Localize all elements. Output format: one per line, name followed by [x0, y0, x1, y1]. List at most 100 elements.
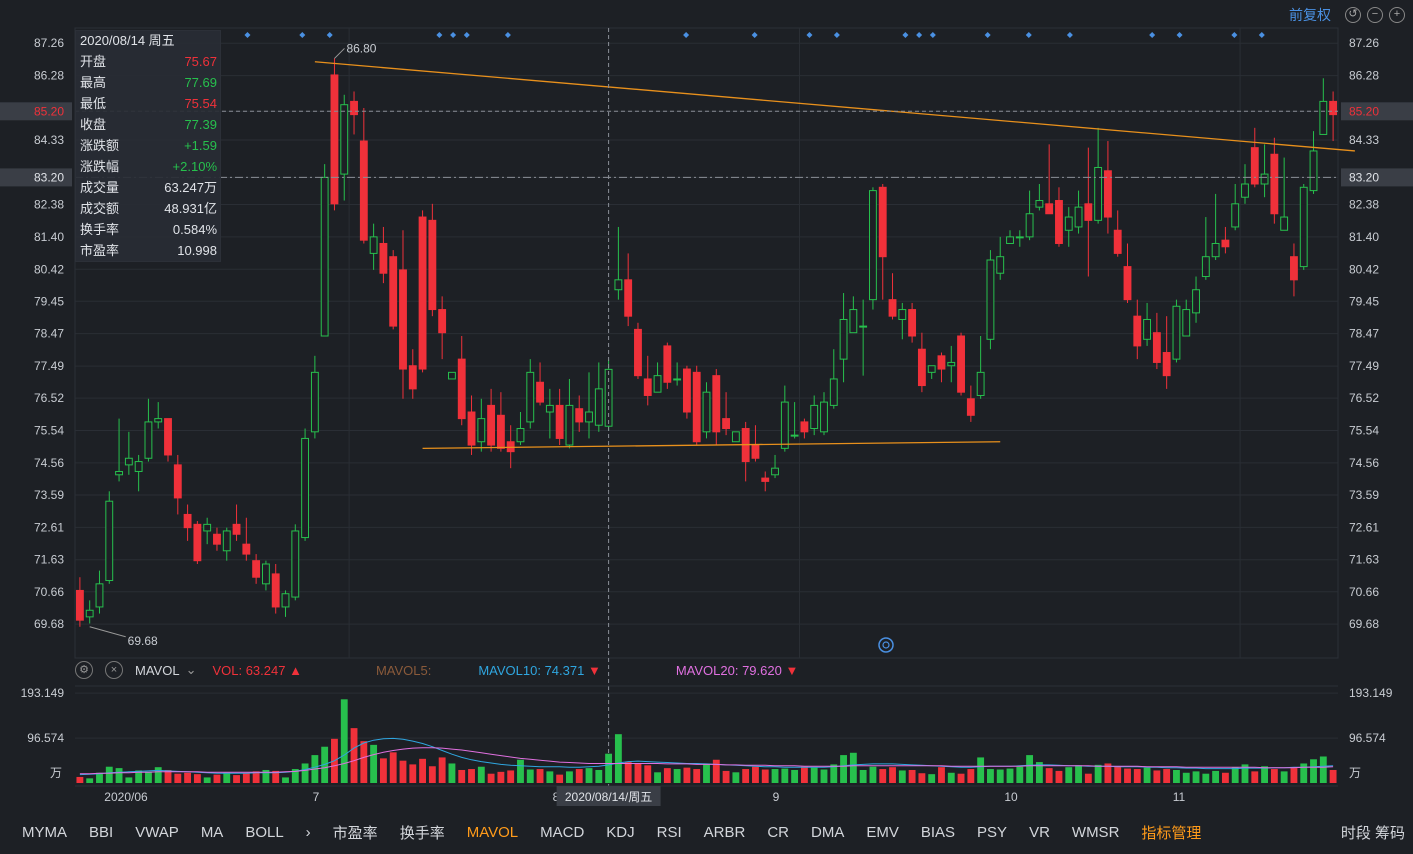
- event-diamond: [751, 32, 758, 38]
- event-diamond: [1231, 32, 1238, 38]
- vol-bar: [242, 773, 250, 783]
- crosshair-date: 2020/08/14/周五: [565, 790, 652, 804]
- candle-body: [448, 371, 456, 380]
- y-tick-left: 86.28: [34, 69, 64, 83]
- vol-bar: [957, 773, 965, 783]
- tab-18[interactable]: VR: [1029, 823, 1050, 841]
- candle-body: [810, 404, 819, 430]
- indicator-name[interactable]: MAVOL: [135, 662, 180, 678]
- tab-6[interactable]: 市盈率: [332, 824, 378, 842]
- candle-body: [261, 563, 270, 585]
- vol-bar: [213, 774, 221, 783]
- price-tag-right: [1341, 102, 1413, 121]
- candle-body: [399, 269, 407, 370]
- vol-tick-right: 96.574: [1349, 731, 1386, 745]
- candle-body: [1045, 203, 1054, 215]
- tab-8[interactable]: MAVOL: [466, 823, 519, 841]
- candle-body: [1280, 216, 1289, 231]
- vol-bar: [301, 763, 309, 783]
- candle-body: [634, 328, 642, 377]
- vol-bar: [1202, 773, 1210, 783]
- candle-body: [1103, 170, 1112, 218]
- event-diamond: [1025, 32, 1032, 38]
- candle-body: [643, 378, 652, 396]
- candle-body: [849, 309, 858, 334]
- indicator-tabs: MYMA BBI VWAP MA BOLL › 市盈率 换手率 MAVOL MACD KDJ RSI A…: [0, 818, 1413, 846]
- candle-body: [213, 533, 221, 545]
- vol-bar: [781, 768, 789, 783]
- tab-17[interactable]: PSY: [977, 823, 1008, 841]
- tab-15[interactable]: EMV: [866, 823, 899, 841]
- tab-2[interactable]: VWAP: [135, 823, 179, 841]
- tab-7[interactable]: 换手率: [399, 824, 445, 842]
- price-tag-left: [0, 168, 72, 187]
- candle-body: [467, 411, 476, 446]
- y-tick-right: 70.66: [1349, 585, 1379, 599]
- candle-body: [1241, 183, 1249, 198]
- tab-11[interactable]: RSI: [656, 823, 682, 841]
- tab-9[interactable]: MACD: [540, 823, 585, 841]
- vol-bar: [1045, 768, 1053, 783]
- candle-body: [1201, 256, 1210, 278]
- trend-lines: [314, 61, 1355, 449]
- tab-3[interactable]: MA: [200, 823, 224, 841]
- candle-body: [996, 256, 1005, 274]
- vol-bar: [546, 771, 554, 783]
- candle-body: [350, 100, 358, 116]
- tab-20[interactable]: 指标管理: [1141, 824, 1202, 842]
- vol-bar: [419, 758, 426, 783]
- candle-body: [1231, 203, 1240, 228]
- tab-13[interactable]: CR: [767, 823, 789, 841]
- vol-bar: [996, 769, 1004, 783]
- candles[interactable]: 86.80 69.68: [75, 41, 1338, 648]
- tab-12[interactable]: ARBR: [703, 823, 746, 841]
- y-axis: 87.26 87.26 86.28 86.28 85.20 85.20 84.33 84.33…: [0, 36, 1413, 631]
- candle-body: [1290, 256, 1298, 281]
- tab-5[interactable]: ›: [305, 823, 311, 841]
- y-tick-right: 84.33: [1349, 133, 1379, 147]
- locate-icon[interactable]: [878, 637, 894, 653]
- close-icon[interactable]: ×: [105, 661, 123, 679]
- tab-16[interactable]: BIAS: [920, 823, 956, 841]
- tab-14[interactable]: DMA: [811, 823, 845, 841]
- y-tick-left: 69.68: [34, 617, 64, 631]
- y-tick-right: 74.56: [1349, 456, 1379, 470]
- vol-bar: [125, 777, 133, 783]
- vol-bar: [810, 767, 818, 783]
- tab-19[interactable]: WMSR: [1071, 823, 1120, 841]
- event-markers[interactable]: [244, 32, 1265, 38]
- tab-4[interactable]: BOLL: [245, 823, 284, 841]
- info-value: 0.584%: [172, 222, 217, 237]
- zoom-out-icon[interactable]: −: [1367, 7, 1383, 23]
- tabs-right[interactable]: 时段 筹码: [1340, 825, 1405, 842]
- tab-10[interactable]: KDJ: [606, 823, 635, 841]
- zoom-in-icon[interactable]: +: [1389, 7, 1405, 23]
- candle-body: [418, 216, 427, 370]
- vol-bar: [428, 766, 436, 783]
- candle-body: [898, 309, 907, 320]
- vol-bar: [654, 772, 661, 783]
- y-tick-left: 78.47: [34, 327, 64, 341]
- candle-body: [1094, 166, 1103, 221]
- vol-bar: [458, 769, 466, 783]
- candle-body: [105, 500, 114, 582]
- candle-body: [242, 543, 251, 555]
- info-row: 最低 75.54: [76, 93, 220, 114]
- y-tick-left: 82.38: [34, 197, 64, 211]
- undo-icon[interactable]: ↺: [1345, 7, 1361, 23]
- settings-icon[interactable]: ⚙: [75, 661, 93, 679]
- tab-1[interactable]: BBI: [89, 823, 114, 841]
- top-right-toolbar: 前复权 ↺ − +: [1289, 5, 1405, 25]
- candle-body: [1250, 147, 1259, 185]
- candle-body: [888, 299, 897, 317]
- volume-bars: 193.149 193.149 96.574 96.574 万 万: [21, 685, 1393, 783]
- info-value: 10.998: [177, 243, 217, 258]
- candle-body: [820, 401, 828, 433]
- fuquan-button[interactable]: 前复权: [1289, 7, 1331, 23]
- y-tick-right: 78.47: [1349, 327, 1379, 341]
- vol-bar: [115, 768, 123, 783]
- y-tick-left: 87.26: [34, 36, 64, 50]
- tab-0[interactable]: MYMA: [22, 823, 67, 841]
- chevron-down-icon[interactable]: ⌄: [185, 662, 197, 677]
